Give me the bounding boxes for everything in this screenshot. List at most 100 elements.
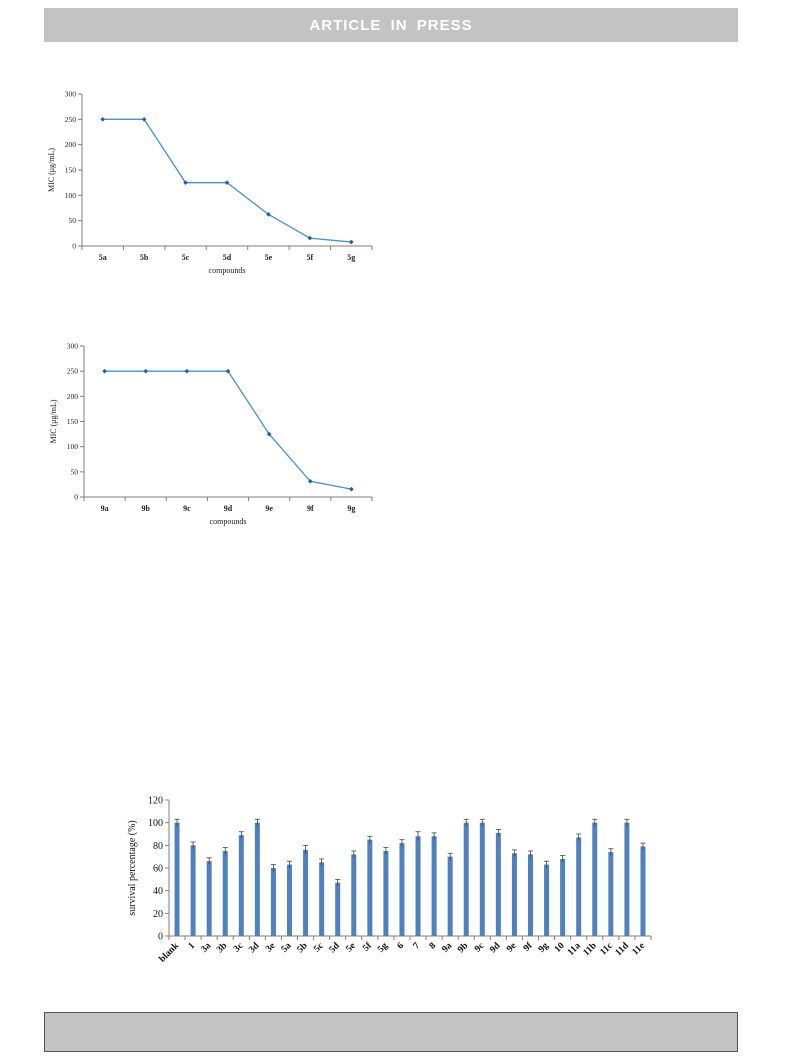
data-point bbox=[224, 180, 230, 185]
x-tick-label: 5d bbox=[328, 941, 343, 956]
x-tick-label: 3e bbox=[264, 941, 277, 954]
y-tick-label: 100 bbox=[65, 191, 77, 200]
bar bbox=[287, 864, 292, 936]
x-tick-label: 11c bbox=[599, 941, 615, 957]
y-tick-label: 80 bbox=[153, 841, 163, 852]
x-tick-label: 9d bbox=[488, 941, 503, 956]
bar bbox=[544, 864, 550, 936]
bar bbox=[174, 822, 180, 936]
x-tick-label: 9b bbox=[141, 504, 150, 513]
y-tick-label: 0 bbox=[72, 242, 76, 251]
bar bbox=[190, 845, 196, 936]
bar bbox=[463, 822, 469, 936]
bar bbox=[624, 822, 630, 936]
bar bbox=[479, 822, 485, 936]
bar bbox=[608, 852, 614, 936]
data-point bbox=[184, 368, 190, 374]
x-tick-label: 11d bbox=[614, 941, 632, 959]
banner-text: ARTICLE IN PRESS bbox=[309, 16, 473, 34]
x-tick-label: 11b bbox=[582, 941, 599, 958]
x-tick-label: 10 bbox=[553, 941, 567, 955]
x-tick-label: 5b bbox=[140, 253, 149, 262]
x-tick-label: 7 bbox=[412, 941, 423, 952]
x-tick-label: 5c bbox=[312, 941, 325, 954]
bar bbox=[528, 854, 533, 936]
y-tick-label: 0 bbox=[74, 493, 78, 502]
x-tick-label: 3a bbox=[199, 941, 213, 955]
data-point bbox=[307, 235, 313, 241]
data-point bbox=[266, 212, 271, 217]
data-point bbox=[307, 478, 313, 484]
x-tick-label: 5g bbox=[376, 941, 390, 955]
x-tick-label: 9a bbox=[440, 941, 454, 955]
bar bbox=[447, 856, 453, 936]
x-axis-title: compounds bbox=[210, 517, 247, 526]
y-tick-label: 120 bbox=[148, 796, 163, 807]
y-tick-label: 250 bbox=[67, 367, 79, 376]
y-tick-label: 200 bbox=[65, 140, 77, 149]
bar bbox=[319, 862, 325, 936]
x-tick-label: 3d bbox=[247, 941, 262, 956]
bar bbox=[206, 861, 212, 936]
x-tick-label: 9c bbox=[183, 504, 191, 513]
bar bbox=[495, 832, 501, 936]
series-line bbox=[104, 370, 352, 490]
bar bbox=[270, 868, 276, 936]
x-tick-label: 9d bbox=[224, 504, 233, 513]
y-tick-label: 150 bbox=[67, 417, 79, 426]
data-point bbox=[102, 368, 107, 374]
x-tick-label: 9e bbox=[505, 941, 518, 954]
x-tick-label: 5e bbox=[265, 253, 273, 262]
bar bbox=[303, 849, 309, 936]
y-tick-label: 100 bbox=[148, 818, 163, 829]
x-tick-label: 9g bbox=[347, 504, 355, 513]
y-tick-label: 50 bbox=[69, 216, 77, 225]
x-tick-label: 5e bbox=[344, 941, 357, 954]
bar bbox=[399, 843, 405, 936]
y-tick-label: 60 bbox=[153, 864, 163, 875]
x-tick-label: 1 bbox=[187, 941, 198, 952]
data-point bbox=[100, 117, 106, 122]
x-tick-label: 9f bbox=[307, 504, 314, 513]
y-tick-label: 0 bbox=[158, 932, 163, 943]
y-tick-label: 300 bbox=[65, 90, 77, 99]
x-tick-label: 3b bbox=[215, 941, 229, 955]
data-point bbox=[143, 368, 149, 374]
data-point bbox=[348, 239, 354, 245]
bar bbox=[592, 822, 598, 936]
y-axis-title: MIC (μg/mL) bbox=[47, 148, 56, 192]
y-tick-label: 200 bbox=[67, 392, 79, 401]
data-point bbox=[225, 368, 231, 374]
y-tick-label: 100 bbox=[67, 442, 79, 451]
mic-chart-compounds-5: 0 50 100 150 200 250 300 5a 5b 5c 5d 5e 5f 5g compound… bbox=[47, 90, 373, 275]
bar bbox=[640, 846, 646, 936]
x-tick-label: 5b bbox=[296, 941, 310, 955]
footer-citation-box bbox=[44, 1012, 738, 1052]
bar bbox=[335, 882, 341, 936]
x-tick-label: 3c bbox=[232, 941, 245, 954]
bar bbox=[576, 837, 582, 936]
x-tick-label: 5g bbox=[347, 253, 355, 262]
x-tick-label: 9a bbox=[101, 504, 109, 513]
bar bbox=[415, 836, 421, 936]
x-axis-title: compounds bbox=[209, 266, 246, 275]
y-tick-label: 50 bbox=[71, 467, 79, 476]
bar bbox=[383, 851, 389, 936]
x-tick-label: 5d bbox=[223, 253, 232, 262]
y-axis-title: survival percentage (%) bbox=[127, 820, 138, 916]
y-axis-title: MIC (μg/mL) bbox=[49, 399, 58, 443]
x-tick-label: 9b bbox=[456, 941, 470, 955]
y-tick-label: 300 bbox=[67, 342, 79, 351]
y-tick-label: 250 bbox=[65, 115, 77, 124]
y-tick-label: 150 bbox=[65, 166, 77, 175]
x-tick-label: 9f bbox=[522, 940, 535, 953]
x-tick-label: 11e bbox=[631, 941, 647, 957]
x-tick-label: 8 bbox=[428, 941, 439, 952]
bar bbox=[351, 854, 357, 936]
bar bbox=[431, 836, 437, 936]
y-tick-label: 40 bbox=[153, 886, 163, 897]
x-tick-label: blank bbox=[158, 941, 182, 965]
x-tick-label: 9c bbox=[473, 941, 486, 954]
x-tick-label: 5f bbox=[361, 940, 374, 953]
